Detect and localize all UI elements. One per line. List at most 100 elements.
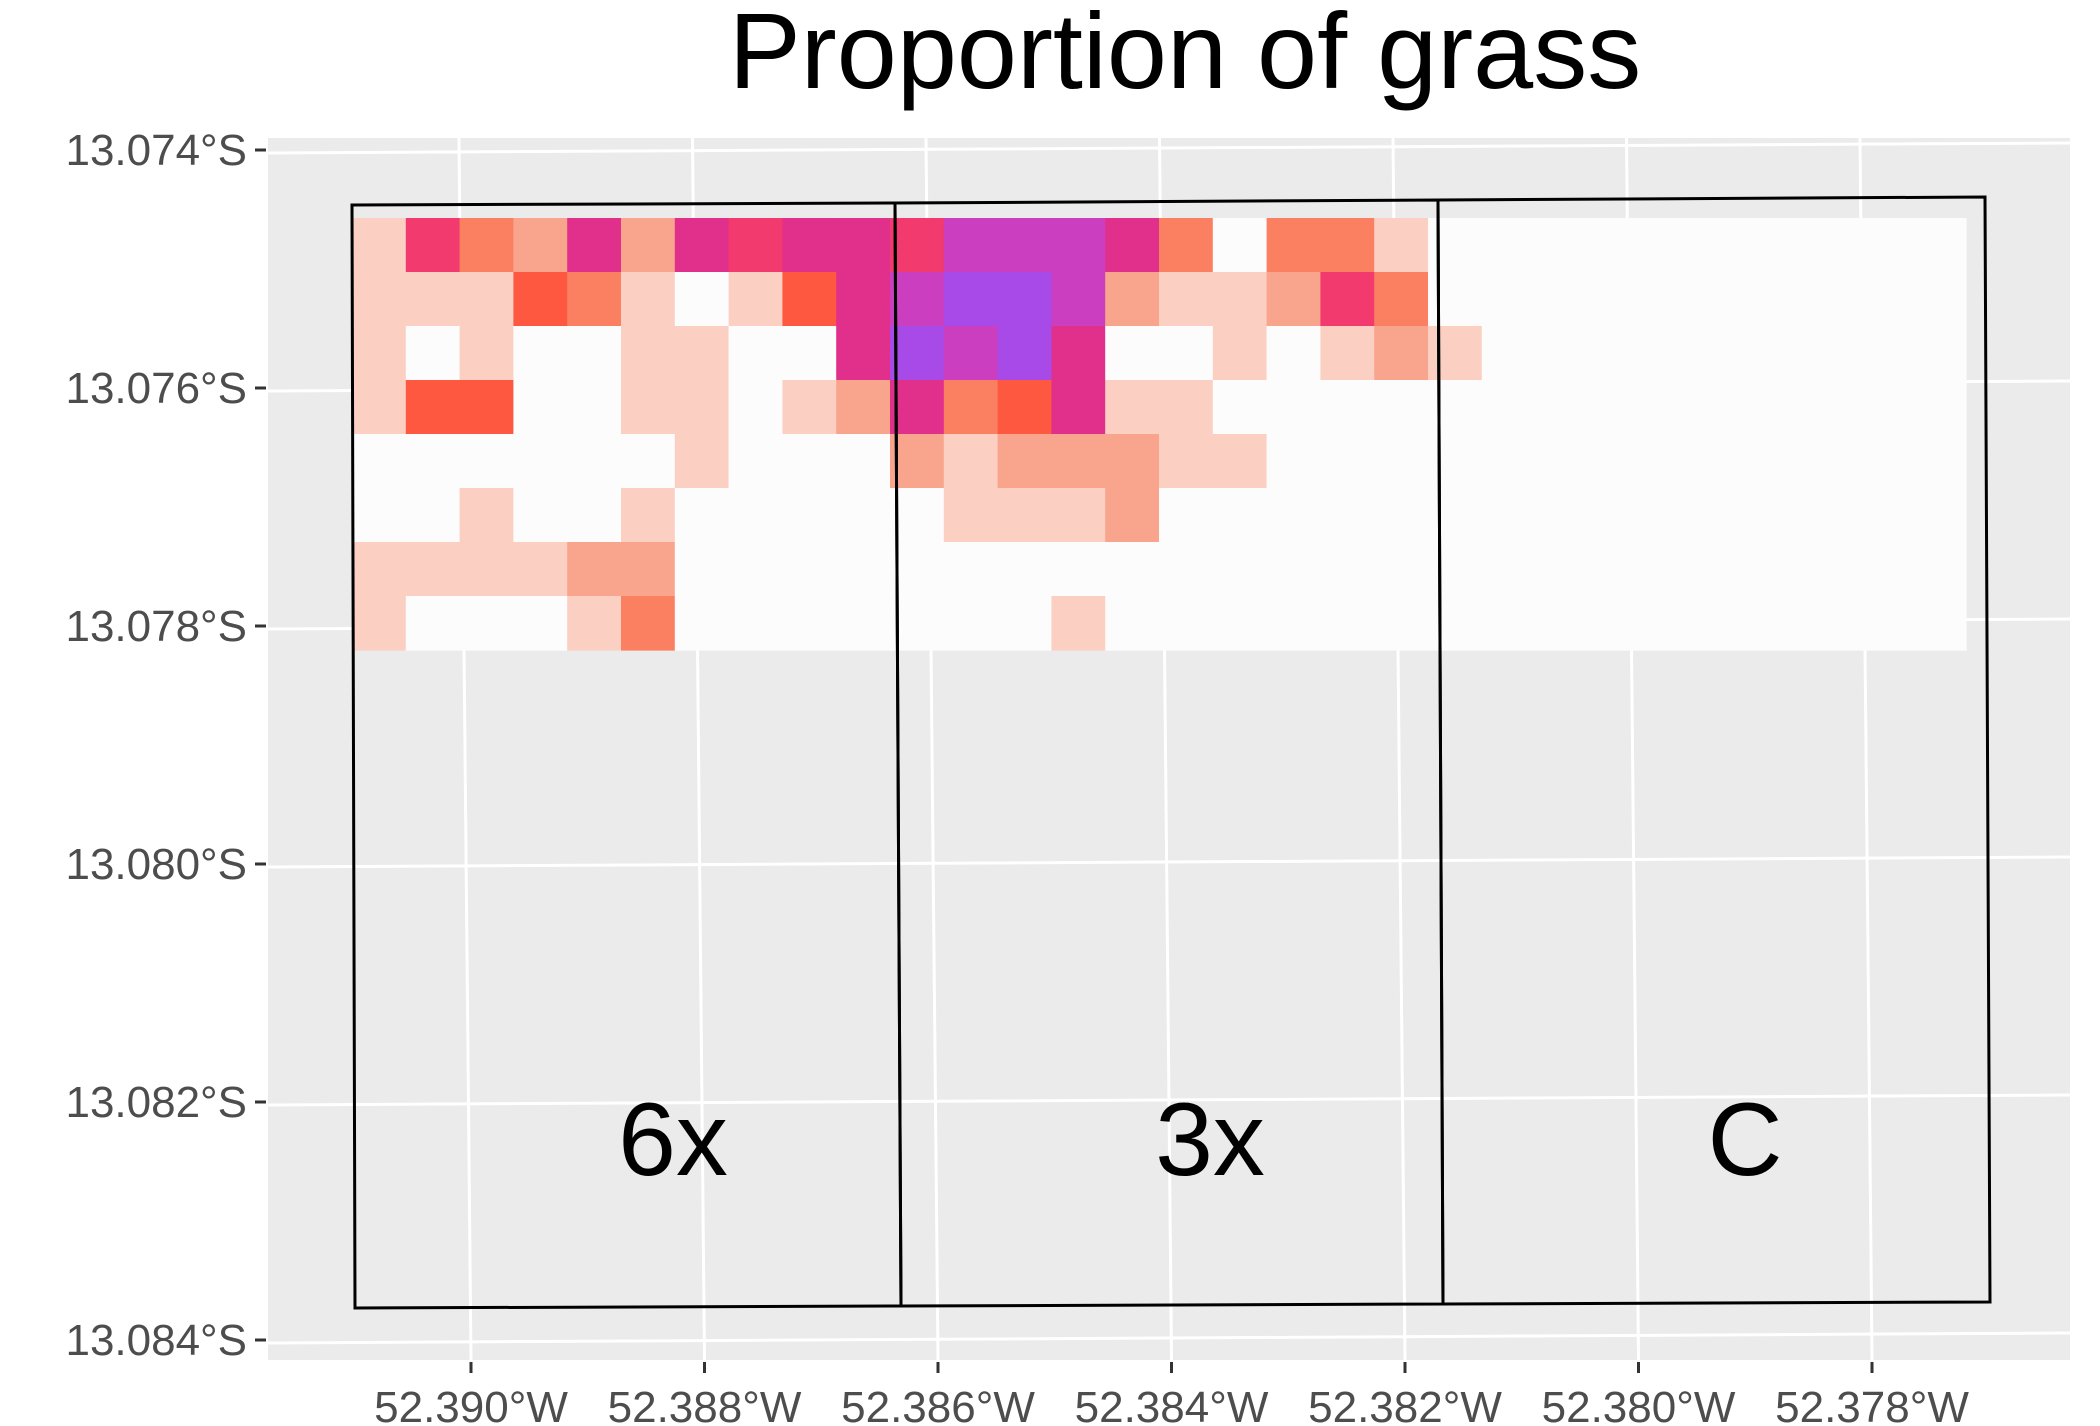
raster-cell [1858,434,1913,489]
raster-cell [1051,434,1106,489]
raster-cell [1643,380,1698,435]
raster-cell [1697,272,1752,327]
raster-cell [1428,434,1483,489]
raster-cell [836,326,891,381]
raster-cell [1105,218,1160,273]
raster-cell [1051,218,1106,273]
raster-cell [728,488,783,543]
raster-cell [1374,542,1429,597]
raster-cell [567,488,622,543]
raster-cell [621,596,676,651]
raster-cell [459,542,514,597]
raster-cell [1589,272,1644,327]
raster-cell [836,272,891,327]
raster-cell [459,326,514,381]
raster-cell [943,380,999,435]
raster-cell [1212,380,1268,435]
raster-cell [1804,434,1859,489]
chart-title: Proportion of grass [729,0,1641,111]
raster-cell [1858,542,1913,597]
lat-tick-label: 13.078°S [65,602,247,651]
raster-cell [1266,326,1321,381]
raster-cell [1159,272,1214,327]
grass-raster [352,218,1967,651]
raster-cell [1266,380,1321,435]
raster-cell [782,326,837,381]
raster-cell [1750,326,1806,381]
raster-cell [1159,434,1214,489]
raster-cell [352,488,407,543]
raster-cell [728,380,783,435]
plot-label: 3x [1155,1082,1265,1198]
raster-cell [1374,434,1429,489]
raster-cell [836,542,891,597]
raster-cell [997,380,1052,435]
raster-cell [1750,488,1806,543]
raster-cell [1266,488,1321,543]
raster-cell [1266,596,1321,651]
raster-cell [621,326,676,381]
raster-cell [890,434,945,489]
raster-cell [405,488,461,543]
raster-cell [513,596,568,651]
raster-cell [890,218,945,273]
raster-cell [352,272,407,327]
raster-cell [674,326,730,381]
raster-cell [997,488,1052,543]
raster-cell [943,434,999,489]
raster-cell [1535,542,1590,597]
raster-cell [997,218,1052,273]
lat-grid-line [267,141,2071,155]
raster-cell [1697,542,1752,597]
raster-cell [1212,488,1268,543]
raster-cell [1105,596,1160,651]
raster-cell [459,380,514,435]
raster-cell [405,326,461,381]
raster-cell [1858,380,1913,435]
raster-cell [621,218,676,273]
raster-cell [567,596,622,651]
raster-cell [1535,596,1590,651]
raster-cell [1912,488,1967,543]
raster-cell [1105,434,1160,489]
raster-cell [513,380,568,435]
raster-cell [1643,218,1698,273]
raster-cell [1374,596,1429,651]
raster-cell [1697,326,1752,381]
raster-cell [513,218,568,273]
lat-tick-label: 13.076°S [65,364,247,413]
raster-cell [943,596,999,651]
raster-cell [1105,542,1160,597]
raster-cell [943,542,999,597]
raster-cell [674,542,730,597]
raster-cell [1535,380,1590,435]
lat-grid-line [267,855,2071,869]
lon-tick-label: 52.378°W [1775,1383,1969,1426]
raster-cell [674,434,730,489]
raster-cell [1212,434,1268,489]
raster-cell [1266,542,1321,597]
raster-cell [1051,380,1106,435]
raster-cell [1481,326,1537,381]
raster-cell [1481,434,1537,489]
raster-cell [1374,326,1429,381]
lon-tick-label: 52.380°W [1542,1383,1736,1426]
raster-cell [1750,272,1806,327]
raster-cell [1481,542,1537,597]
raster-cell [1374,218,1429,273]
raster-cell [1212,326,1268,381]
raster-cell [352,218,407,273]
raster-cell [1589,218,1644,273]
plot-boundaries [350,195,1992,1310]
raster-cell [836,488,891,543]
lon-tick-label: 52.390°W [374,1383,568,1426]
raster-cell [1750,218,1806,273]
raster-cell [1804,542,1859,597]
raster-cell [1481,596,1537,651]
raster-cell [1750,434,1806,489]
raster-cell [890,380,945,435]
raster-cell [1804,218,1859,273]
raster-cell [1858,326,1913,381]
raster-cell [1858,272,1913,327]
raster-cell [1643,272,1698,327]
